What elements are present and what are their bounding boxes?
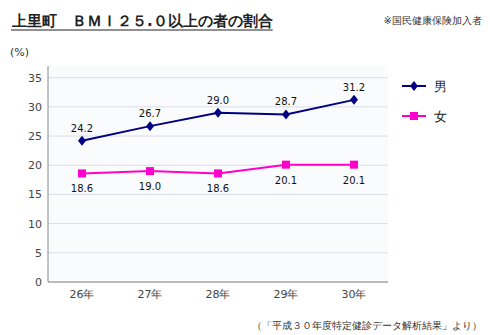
point [146,167,154,175]
chart: 上里町 ＢＭＩ２５.０以上の者の割合 ※国民健康保険加入者 （「平成３０年度特定健診… [0,0,490,335]
y-tick-label: 30 [28,101,42,114]
y-tick-label: 15 [28,188,42,201]
point [282,109,290,119]
point [78,136,86,146]
title: 上里町 ＢＭＩ２５.０以上の者の割合 [11,12,273,30]
y-axis [48,66,49,282]
data-label: 31.2 [343,82,365,93]
legend: 男女 [402,79,447,124]
data-label: 19.0 [139,181,161,192]
x-tick-label: 28年 [206,288,231,301]
grid-line [48,223,388,224]
data-label: 18.6 [207,183,229,194]
data-label: 18.6 [71,183,93,194]
legend-label: 男 [434,79,447,94]
data-label: 24.2 [71,123,93,134]
point [78,169,86,177]
grid-line [48,77,388,78]
grid-line [48,252,388,253]
data-label: 20.1 [343,175,365,186]
grid-line [48,282,388,283]
point [214,169,222,177]
subtitle: ※国民健康保険加入者 [384,15,482,26]
y-axis-label: (%) [10,46,29,59]
plot-data [78,95,358,178]
data-label: 28.7 [275,96,297,107]
data-label: 29.0 [207,95,229,106]
data-label: 26.7 [139,108,161,119]
plot-area [48,66,388,282]
x-tick-label: 26年 [70,288,95,301]
series-line [82,100,354,141]
y-tick-label: 25 [28,130,42,143]
data-label: 20.1 [275,175,297,186]
point [350,161,358,169]
y-tick-label: 20 [28,159,42,172]
y-tick-label: 35 [28,72,42,85]
x-tick-label: 27年 [138,288,163,301]
legend-marker [410,112,418,120]
y-tick-label: 5 [35,247,42,260]
legend-label: 女 [434,109,447,124]
x-tick-label: 29年 [274,288,299,301]
y-tick-label: 10 [28,218,42,231]
point [350,95,358,105]
data-labels: 24.2 26.7 29.0 28.7 31.2 18.6 19.0 18.6 20.1 20.1 [71,82,365,195]
x-axis [48,282,388,283]
point [146,121,154,131]
point [214,108,222,118]
grid-line [48,106,388,107]
legend-marker [410,81,418,91]
y-tick-label: 0 [35,276,42,289]
footer: （「平成３０年度特定健診データ解析結果」より） [252,320,482,331]
title-underline [11,29,273,30]
point [282,161,290,169]
x-tick-label: 30年 [342,288,367,301]
